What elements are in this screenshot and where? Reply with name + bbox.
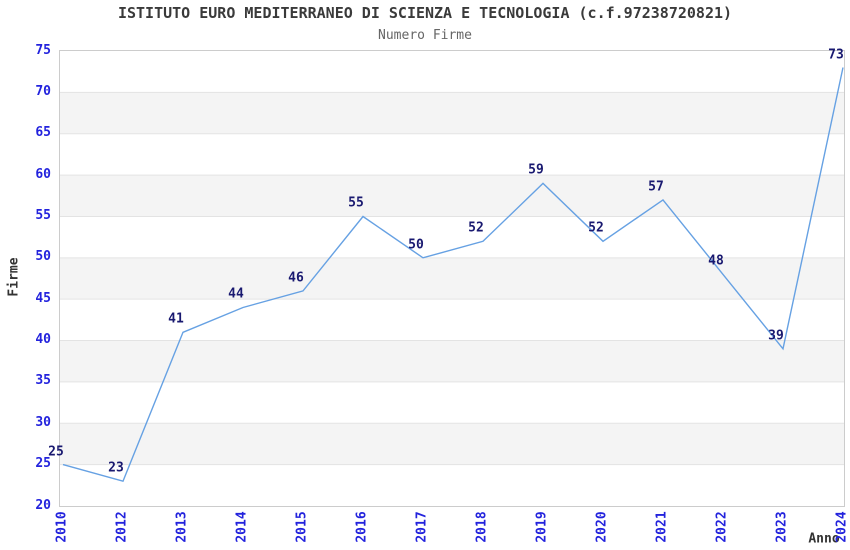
data-label: 73 xyxy=(828,47,844,63)
x-tick-label: 2024 xyxy=(834,511,850,543)
data-label: 55 xyxy=(348,195,364,211)
x-tick-label: 2020 xyxy=(594,511,610,543)
data-label: 50 xyxy=(408,237,424,253)
y-tick-label: 25 xyxy=(35,456,51,472)
x-tick-label: 2022 xyxy=(714,511,730,543)
x-tick-label: 2021 xyxy=(654,511,670,543)
x-tick-label: 2014 xyxy=(234,511,250,543)
x-tick-label: 2010 xyxy=(54,511,70,543)
y-tick-label: 75 xyxy=(35,42,51,58)
y-tick-label: 20 xyxy=(35,497,51,513)
series-line xyxy=(62,67,844,483)
plot-band xyxy=(60,92,844,134)
y-tick-label: 35 xyxy=(35,373,51,389)
plot-area xyxy=(59,50,845,507)
x-tick-label: 2018 xyxy=(474,511,490,543)
chart-subtitle: Numero Firme xyxy=(378,28,472,43)
x-tick-label: 2016 xyxy=(354,511,370,543)
x-tick-label: 2019 xyxy=(534,511,550,543)
x-tick-label: 2015 xyxy=(294,511,310,543)
y-tick-label: 40 xyxy=(35,332,51,348)
y-tick-label: 45 xyxy=(35,290,51,306)
y-tick-label: 30 xyxy=(35,414,51,430)
data-label: 57 xyxy=(648,179,664,195)
plot-band xyxy=(60,423,844,465)
plot-band xyxy=(60,175,844,217)
data-label: 52 xyxy=(468,220,484,236)
data-label: 52 xyxy=(588,220,604,236)
data-label: 48 xyxy=(708,253,724,269)
x-tick-label: 2012 xyxy=(114,511,130,543)
data-label: 44 xyxy=(228,286,244,302)
data-label: 41 xyxy=(168,311,184,327)
x-tick-label: 2013 xyxy=(174,511,190,543)
data-label: 39 xyxy=(768,328,784,344)
y-tick-label: 55 xyxy=(35,207,51,223)
y-tick-label: 70 xyxy=(35,83,51,99)
data-label: 59 xyxy=(528,162,544,178)
y-tick-label: 65 xyxy=(35,125,51,141)
data-label: 23 xyxy=(108,460,124,476)
data-label: 46 xyxy=(288,270,304,286)
plot-band xyxy=(60,257,844,300)
data-label: 25 xyxy=(48,444,64,460)
chart-title: ISTITUTO EURO MEDITERRANEO DI SCIENZA E … xyxy=(117,4,733,22)
x-tick-label: 2017 xyxy=(414,511,430,543)
plot-band xyxy=(60,340,844,382)
x-tick-label: 2023 xyxy=(774,511,790,543)
y-tick-label: 50 xyxy=(35,249,51,265)
y-tick-label: 60 xyxy=(35,166,51,182)
line-plot-svg xyxy=(60,67,844,483)
x-axis-title: Anno xyxy=(808,531,840,547)
